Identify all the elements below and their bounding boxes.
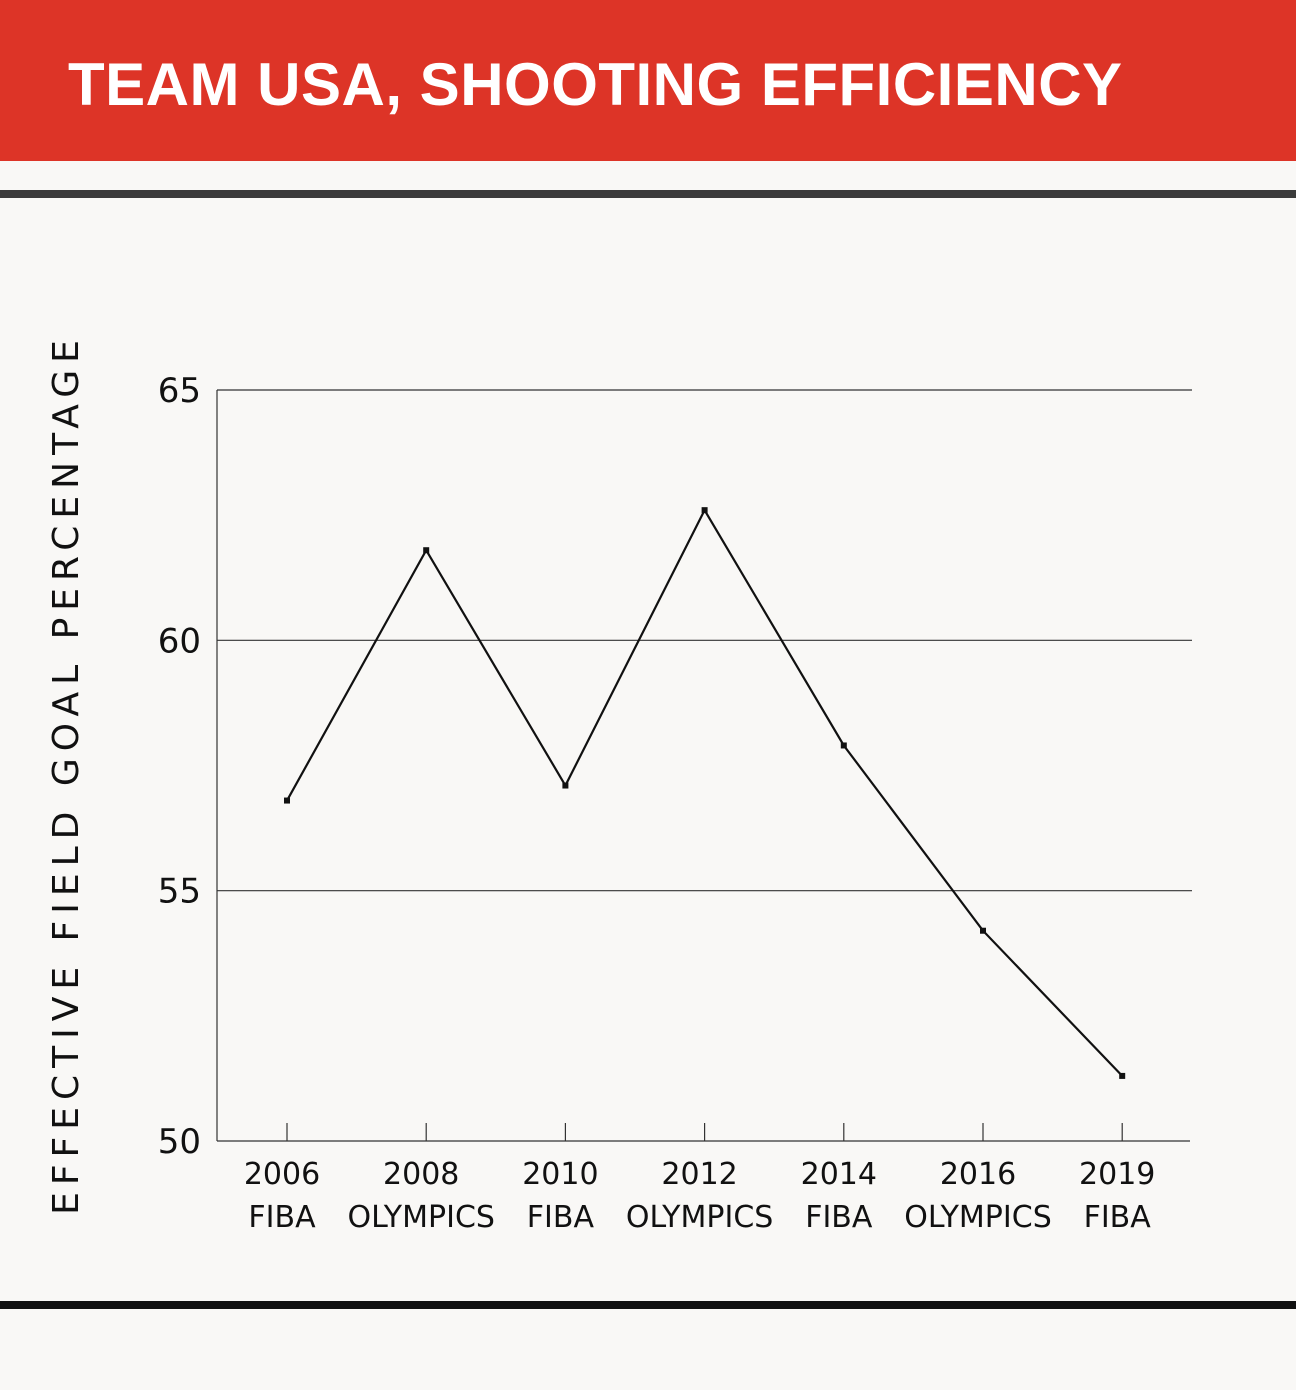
line-layer bbox=[284, 507, 1126, 1079]
label-layer: 50 55 60 65 2006 FIBA 2008 OLYMPICS 2010 FIBA 2012… bbox=[46, 333, 1155, 1235]
chart-title: TEAM USA, SHOOTING EFFICIENCY bbox=[68, 51, 1123, 118]
x-tick-event-1: OLYMPICS bbox=[347, 1200, 494, 1235]
x-tick-year-3: 2012 bbox=[661, 1157, 737, 1192]
data-point-3 bbox=[701, 507, 708, 514]
x-tick-year-1: 2008 bbox=[383, 1157, 459, 1192]
x-tick-year-2: 2010 bbox=[522, 1157, 598, 1192]
grid-layer bbox=[217, 389, 1192, 892]
x-tick-label-2: 2010 FIBA bbox=[522, 1157, 598, 1235]
y-tick-label-55: 55 bbox=[158, 872, 201, 912]
title-banner: TEAM USA, SHOOTING EFFICIENCY bbox=[0, 0, 1296, 161]
x-tick-label-0: 2006 FIBA bbox=[244, 1157, 320, 1235]
data-point-6 bbox=[1119, 1072, 1126, 1079]
x-tick-label-1: 2008 OLYMPICS bbox=[347, 1157, 494, 1235]
axis-layer bbox=[216, 390, 1190, 1142]
x-tick-event-4: FIBA bbox=[805, 1200, 873, 1235]
x-tick-event-6: FIBA bbox=[1084, 1200, 1152, 1235]
data-point-5 bbox=[980, 927, 986, 934]
y-tick-label-50: 50 bbox=[158, 1122, 201, 1162]
data-point-0 bbox=[284, 797, 290, 804]
bottom-divider bbox=[0, 1301, 1296, 1309]
x-tick-event-3: OLYMPICS bbox=[626, 1200, 773, 1235]
x-tick-label-3: 2012 OLYMPICS bbox=[626, 1157, 773, 1235]
x-tick-year-5: 2016 bbox=[940, 1157, 1016, 1192]
series-line-0 bbox=[286, 507, 1123, 1077]
data-point-1 bbox=[423, 547, 430, 554]
y-tick-label-60: 60 bbox=[158, 621, 201, 661]
y-tick-label-65: 65 bbox=[158, 371, 201, 411]
data-point-2 bbox=[562, 782, 569, 789]
x-tick-event-2: FIBA bbox=[527, 1200, 595, 1235]
top-divider bbox=[0, 190, 1296, 198]
x-tick-label-6: 2019 FIBA bbox=[1079, 1157, 1155, 1235]
x-tick-year-4: 2014 bbox=[801, 1157, 877, 1192]
x-tick-year-6: 2019 bbox=[1079, 1157, 1155, 1192]
y-axis-label: EFFECTIVE FIELD GOAL PERCENTAGE bbox=[46, 333, 87, 1215]
x-tick-label-4: 2014 FIBA bbox=[801, 1157, 877, 1235]
x-tick-event-5: OLYMPICS bbox=[904, 1200, 1051, 1235]
x-tick-label-5: 2016 OLYMPICS bbox=[904, 1157, 1051, 1235]
x-tick-year-0: 2006 bbox=[244, 1157, 320, 1192]
x-tick-event-0: FIBA bbox=[248, 1200, 316, 1235]
data-point-4 bbox=[840, 742, 847, 749]
